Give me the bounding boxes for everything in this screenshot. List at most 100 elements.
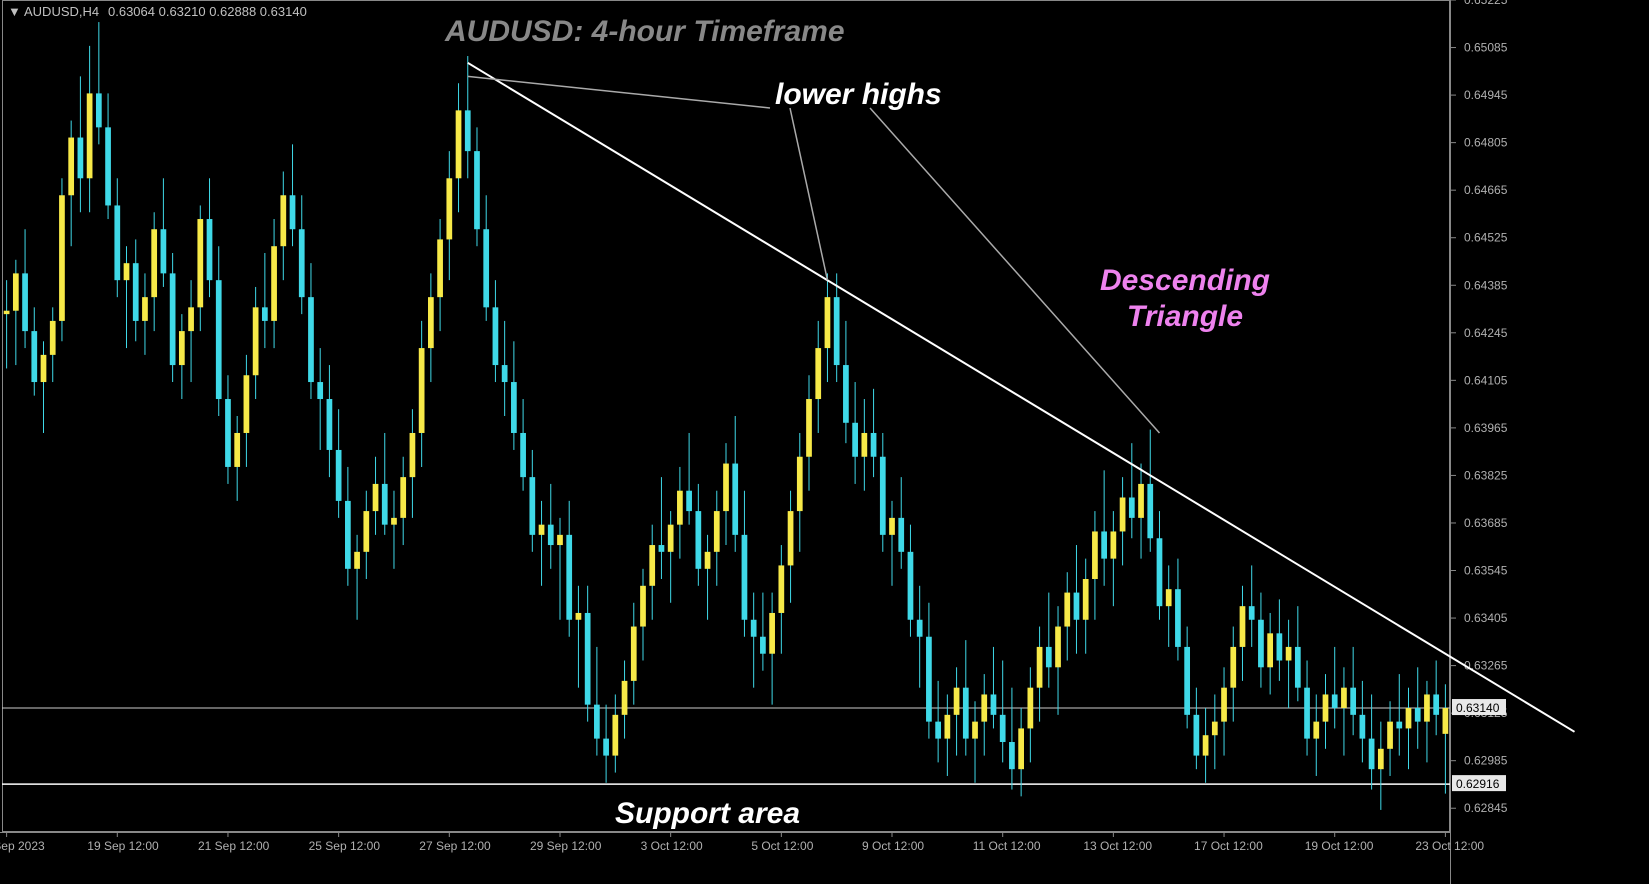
candle-body: [244, 375, 250, 433]
candle-body: [751, 620, 757, 637]
chart-bg: [0, 0, 1649, 884]
candle-body: [659, 545, 665, 552]
current-price-label: 0.63140: [1456, 701, 1500, 715]
candle-body: [834, 297, 840, 365]
candle-body: [114, 205, 120, 280]
candle-body: [880, 457, 886, 535]
candle-body: [1111, 531, 1117, 558]
candle-body: [1286, 647, 1292, 661]
xaxis-tick-label: 19 Sep 12:00: [87, 839, 159, 853]
candle-body: [539, 525, 545, 535]
xaxis-tick-label: 5 Oct 12:00: [751, 839, 813, 853]
candle-body: [1277, 633, 1283, 660]
candle-body: [234, 433, 240, 467]
yaxis-tick-label: 0.63965: [1464, 421, 1508, 435]
yaxis-tick-label: 0.64665: [1464, 183, 1508, 197]
candle-body: [354, 552, 360, 569]
candle-body: [41, 355, 47, 382]
candle-body: [806, 399, 812, 457]
candle-body: [991, 694, 997, 714]
candle-body: [465, 110, 471, 151]
candle-body: [179, 331, 185, 365]
candle-body: [1323, 694, 1329, 721]
candle-body: [253, 307, 259, 375]
xaxis-tick-label: 29 Sep 12:00: [530, 839, 602, 853]
yaxis-tick-label: 0.63545: [1464, 564, 1508, 578]
candle-body: [843, 365, 849, 423]
candle-body: [1009, 742, 1015, 769]
candle-body: [1175, 589, 1181, 647]
candle-body: [4, 311, 10, 314]
candle-body: [345, 501, 351, 569]
candlestick-chart[interactable]: 0.652250.650850.649450.648050.646650.645…: [0, 0, 1649, 884]
xaxis-tick-label: 19 Oct 12:00: [1305, 839, 1374, 853]
candle-body: [908, 552, 914, 620]
candle-body: [1064, 593, 1070, 627]
yaxis-tick-label: 0.62985: [1464, 754, 1508, 768]
candle-body: [419, 348, 425, 433]
candle-body: [566, 535, 572, 620]
yaxis-tick-label: 0.65225: [1464, 0, 1508, 7]
candle-body: [502, 365, 508, 382]
candle-body: [1240, 606, 1246, 647]
candle-body: [382, 484, 388, 525]
candle-body: [1194, 715, 1200, 756]
candle-body: [1101, 531, 1107, 558]
candle-body: [474, 151, 480, 229]
yaxis-tick-label: 0.64245: [1464, 326, 1508, 340]
xaxis-tick-label: 17 Oct 12:00: [1194, 839, 1263, 853]
candle-body: [732, 464, 738, 535]
xaxis-tick-label: 11 Oct 12:00: [973, 839, 1041, 853]
candle-body: [603, 739, 609, 756]
candle-body: [926, 637, 932, 722]
candle-body: [327, 399, 333, 450]
xaxis-tick-label: 15 Sep 2023: [0, 839, 45, 853]
candle-body: [954, 688, 960, 715]
candle-body: [225, 399, 231, 467]
yaxis-tick-label: 0.63825: [1464, 468, 1508, 482]
candle-body: [456, 110, 462, 178]
candle-body: [1230, 647, 1236, 688]
candle-body: [1341, 688, 1347, 708]
candle-body: [1378, 749, 1384, 769]
candle-body: [815, 348, 821, 399]
candle-body: [271, 246, 277, 321]
candle-body: [871, 433, 877, 457]
candle-body: [13, 273, 19, 310]
candle-body: [363, 511, 369, 552]
candle-body: [410, 433, 416, 477]
candle-body: [446, 178, 452, 239]
ohlc-values: 0.63064 0.63210 0.62888 0.63140: [108, 4, 307, 19]
candle-body: [1249, 606, 1255, 620]
candle-body: [695, 511, 701, 569]
candle-body: [1313, 722, 1319, 739]
candle-body: [400, 477, 406, 518]
candle-body: [972, 722, 978, 739]
yaxis-tick-label: 0.64805: [1464, 136, 1508, 150]
candle-body: [1415, 708, 1421, 722]
yaxis-tick-label: 0.64385: [1464, 278, 1508, 292]
candle-body: [299, 229, 305, 297]
yaxis-tick-label: 0.65085: [1464, 41, 1508, 55]
yaxis-tick-label: 0.64525: [1464, 231, 1508, 245]
candle-body: [917, 620, 923, 637]
candle-body: [280, 195, 286, 246]
xaxis-tick-label: 3 Oct 12:00: [641, 839, 703, 853]
candle-body: [188, 307, 194, 331]
candle-body: [594, 705, 600, 739]
candle-body: [22, 273, 28, 331]
candle-body: [1406, 708, 1412, 728]
candle-body: [825, 297, 831, 348]
candle-body: [1083, 579, 1089, 620]
candle-body: [59, 195, 65, 321]
candle-body: [1018, 728, 1024, 769]
candle-body: [1424, 694, 1430, 721]
candle-body: [1396, 722, 1402, 729]
candle-body: [142, 297, 148, 321]
candle-body: [428, 297, 434, 348]
support-area-annotation: Support area: [615, 797, 800, 830]
symbol-header: ▼: [8, 4, 21, 19]
candle-body: [1000, 715, 1006, 742]
candle-body: [1037, 647, 1043, 688]
symbol-name: AUDUSD,H4: [24, 4, 99, 19]
